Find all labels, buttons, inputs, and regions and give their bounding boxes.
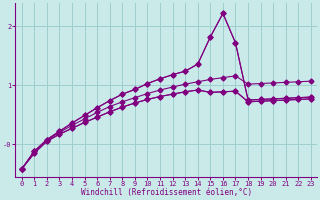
X-axis label: Windchill (Refroidissement éolien,°C): Windchill (Refroidissement éolien,°C) — [81, 188, 252, 197]
